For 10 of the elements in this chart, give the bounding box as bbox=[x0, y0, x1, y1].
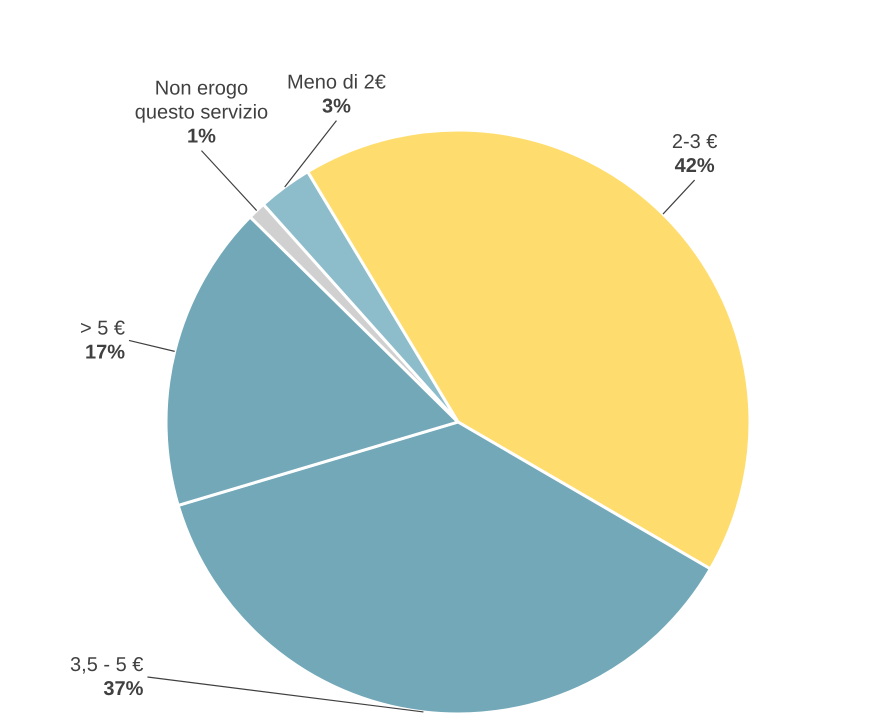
slice-label: > 5 € bbox=[80, 317, 126, 340]
slice-label: Non erogo questo servizio bbox=[134, 78, 268, 124]
slice-label: Meno di 2€ bbox=[286, 72, 386, 94]
data-label: 3% bbox=[322, 96, 352, 118]
data-label: 37% bbox=[103, 678, 144, 700]
data-label: 17% bbox=[84, 341, 126, 364]
data-label: 42% bbox=[674, 155, 715, 178]
data-label: 1% bbox=[187, 126, 216, 148]
slice-label: 3,5 - 5 € bbox=[70, 654, 144, 676]
slice-label: 2-3 € bbox=[672, 131, 718, 154]
